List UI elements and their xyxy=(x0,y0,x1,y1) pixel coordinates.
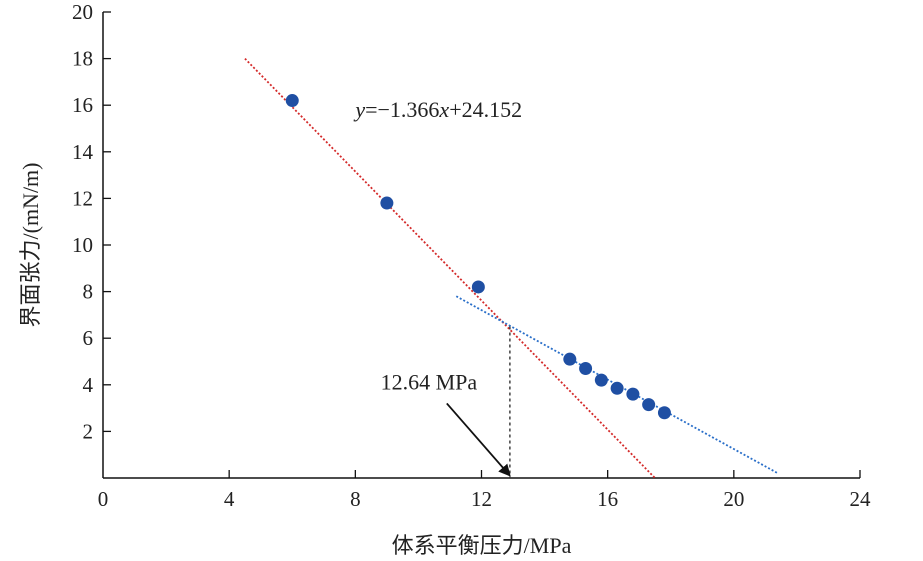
y-tick-label: 10 xyxy=(72,233,93,257)
fit-line-shallow xyxy=(455,295,779,475)
y-tick-label: 20 xyxy=(72,0,93,24)
y-tick-label: 12 xyxy=(72,186,93,210)
x-tick-label: 8 xyxy=(350,487,361,511)
guide-lines xyxy=(446,326,511,478)
y-tick-label: 18 xyxy=(72,47,93,71)
pressure-arrow xyxy=(446,402,511,477)
data-point-low xyxy=(642,398,656,412)
y-tick-label: 2 xyxy=(83,419,94,443)
x-tick-label: 12 xyxy=(471,487,492,511)
data-point-low xyxy=(563,352,577,366)
fit-line-steep xyxy=(244,57,656,479)
data-point-low xyxy=(610,381,624,395)
equation-var-y: y xyxy=(353,97,365,122)
equation-intercept: +24.152 xyxy=(449,97,522,122)
y-tick-label: 4 xyxy=(83,373,94,397)
chart-annotations: y=−1.366x+24.152 12.64 MPa 体系平衡压力/MPa 界面… xyxy=(18,97,572,558)
equation-var-x: x xyxy=(438,97,449,122)
y-axis-title: 界面张力/(mN/m) xyxy=(18,163,43,328)
pressure-annotation: 12.64 MPa xyxy=(381,369,478,394)
data-points xyxy=(285,94,671,420)
x-tick-label: 16 xyxy=(597,487,618,511)
equation-annotation: y=−1.366x+24.152 xyxy=(353,97,522,122)
data-point-low xyxy=(594,373,608,387)
data-point-low xyxy=(657,406,671,420)
data-point-high xyxy=(380,196,394,210)
x-tick-label: 0 xyxy=(98,487,109,511)
data-point-low xyxy=(579,361,593,375)
data-point-low xyxy=(626,387,640,401)
equation-coefficient: =−1.366 xyxy=(365,97,439,122)
y-tick-label: 8 xyxy=(83,280,94,304)
y-tick-label: 6 xyxy=(83,326,94,350)
y-tick-label: 16 xyxy=(72,93,93,117)
y-tick-label: 14 xyxy=(72,140,94,164)
fit-lines xyxy=(244,57,779,479)
x-axis-title: 体系平衡压力/MPa xyxy=(392,533,572,558)
x-tick-label: 20 xyxy=(723,487,744,511)
data-point-high xyxy=(285,94,299,108)
data-point-high xyxy=(471,280,485,294)
x-tick-label: 24 xyxy=(850,487,872,511)
x-tick-label: 4 xyxy=(224,487,235,511)
